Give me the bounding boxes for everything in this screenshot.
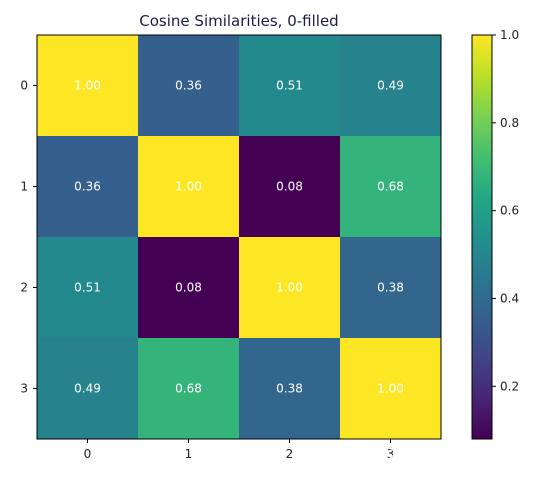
heatmap-cell	[37, 237, 139, 339]
heatmap-cell	[138, 237, 240, 339]
heatmap-cell	[37, 35, 139, 137]
heatmap-cell	[37, 338, 139, 440]
cell-value-label: 0.36	[74, 180, 101, 194]
cell-value-label: 0.08	[175, 281, 202, 295]
colorbar-tick-label: 1.0	[500, 28, 519, 42]
heatmap-cell	[138, 35, 240, 137]
cell-value-label: 1.00	[175, 180, 202, 194]
y-tick-label: 3	[20, 382, 28, 396]
colorbar-tick-label: 0.8	[500, 116, 519, 130]
cell-value-label: 0.38	[377, 281, 404, 295]
cell-value-label: 0.08	[276, 180, 303, 194]
y-tick-label: 2	[20, 281, 28, 295]
cell-value-label: 0.49	[377, 79, 404, 93]
plot-frame	[36, 34, 442, 440]
heatmap-cell-labels: 1.00 0.36 0.51 0.49 0.36 1.00 0.08 0.68 0.51 0.08…	[74, 79, 404, 396]
heatmap-cell	[340, 136, 442, 238]
heatmap-cell	[340, 237, 442, 339]
cell-value-label: 0.51	[276, 79, 303, 93]
cell-value-label: 1.00	[74, 79, 101, 93]
chart-title: Cosine Similarities, 0-filled	[139, 12, 338, 30]
cell-value-label: 0.38	[276, 382, 303, 396]
colorbar-ticks: 0.2 0.4 0.6 0.8 1.0	[492, 28, 519, 393]
heatmap-cell	[138, 338, 240, 440]
heatmap-cells	[37, 35, 442, 440]
x-axis-ticks: 0 1 2 3	[84, 439, 395, 461]
colorbar-tick-label: 0.6	[500, 204, 519, 218]
cell-value-label: 0.36	[175, 79, 202, 93]
heatmap-cell	[239, 338, 341, 440]
y-tick-label: 1	[20, 180, 28, 194]
colorbar	[471, 34, 493, 440]
x-tick-label: 0	[84, 447, 92, 461]
cell-value-label: 1.00	[276, 281, 303, 295]
heatmap-cell	[37, 136, 139, 238]
cell-value-label: 0.51	[74, 281, 101, 295]
y-tick-label: 0	[20, 79, 28, 93]
watermark: 掘金技术社区 @ 布客飞龙	[341, 444, 527, 463]
cell-value-label: 0.68	[175, 382, 202, 396]
x-tick-label: 2	[286, 447, 294, 461]
heatmap-cell	[340, 338, 442, 440]
x-tick-label: 3	[387, 447, 395, 461]
heatmap-cell	[138, 136, 240, 238]
y-axis-ticks: 0 1 2 3	[20, 79, 37, 396]
colorbar-tick-label: 0.4	[500, 291, 519, 305]
cell-value-label: 1.00	[377, 382, 404, 396]
cell-value-label: 0.49	[74, 382, 101, 396]
heatmap-cell	[340, 35, 442, 137]
colorbar-tick-label: 0.2	[500, 379, 519, 393]
heatmap-cell	[239, 35, 341, 137]
cell-value-label: 0.68	[377, 180, 404, 194]
heatmap-cell	[239, 136, 341, 238]
heatmap-cell	[239, 237, 341, 339]
x-tick-label: 1	[185, 447, 193, 461]
